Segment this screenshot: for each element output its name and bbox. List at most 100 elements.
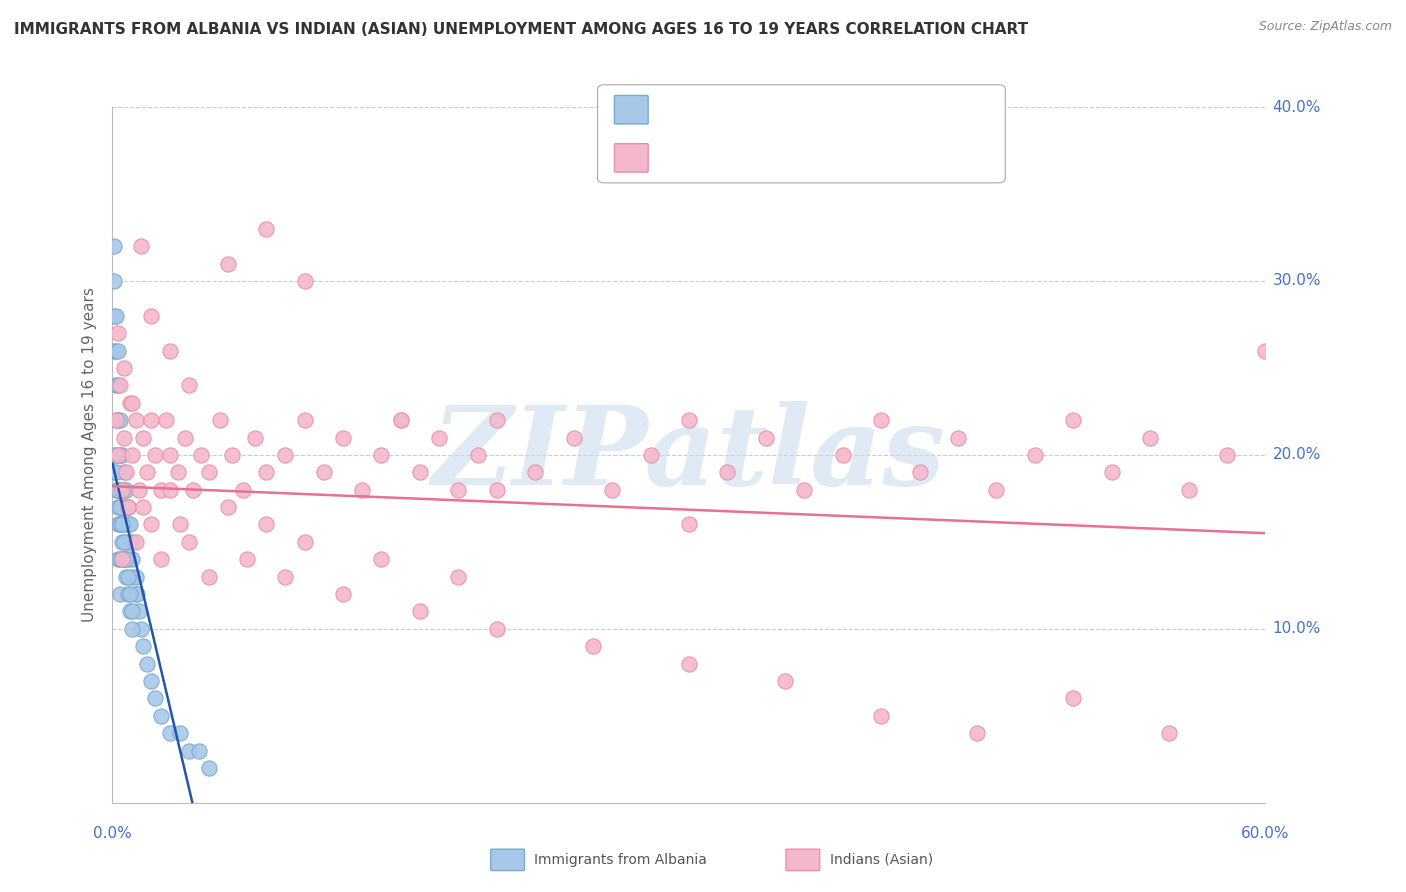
- Point: [640, 448, 662, 462]
- Point: [128, 483, 150, 497]
- Point: [389, 413, 412, 427]
- Point: [197, 570, 219, 584]
- Point: [179, 378, 201, 392]
- Point: [370, 448, 392, 462]
- Point: [485, 483, 508, 497]
- Point: [118, 605, 141, 619]
- Point: [111, 552, 134, 566]
- Point: [1062, 413, 1084, 427]
- Point: [197, 761, 219, 775]
- Point: [370, 552, 392, 566]
- Point: [143, 691, 166, 706]
- Point: [108, 517, 131, 532]
- Point: [136, 466, 159, 480]
- Point: [121, 448, 143, 462]
- Point: [966, 726, 988, 740]
- Point: [254, 466, 277, 480]
- Point: [332, 587, 354, 601]
- Point: [221, 448, 243, 462]
- Point: [108, 552, 131, 566]
- Point: [108, 500, 131, 514]
- Point: [409, 466, 432, 480]
- Point: [107, 517, 129, 532]
- Point: [1254, 343, 1277, 358]
- Point: [155, 413, 177, 427]
- Point: [121, 605, 143, 619]
- Point: [159, 343, 181, 358]
- Point: [117, 552, 139, 566]
- Point: [107, 483, 129, 497]
- Point: [108, 517, 131, 532]
- Point: [107, 500, 129, 514]
- Point: [294, 274, 316, 288]
- Point: [112, 534, 135, 549]
- Text: 60.0%: 60.0%: [1241, 827, 1289, 841]
- Point: [139, 674, 162, 689]
- Point: [187, 744, 211, 758]
- Text: R = -0.437   N =  80: R = -0.437 N = 80: [658, 103, 813, 117]
- Point: [427, 431, 450, 445]
- Point: [352, 483, 374, 497]
- Point: [254, 517, 277, 532]
- Point: [139, 413, 162, 427]
- Point: [117, 500, 139, 514]
- Point: [389, 413, 412, 427]
- Text: 10.0%: 10.0%: [1272, 622, 1320, 636]
- Point: [121, 534, 143, 549]
- Point: [132, 639, 155, 653]
- Point: [755, 431, 778, 445]
- Point: [112, 483, 135, 497]
- Point: [129, 622, 153, 636]
- Point: [118, 517, 141, 532]
- Point: [1139, 431, 1161, 445]
- Point: [169, 726, 191, 740]
- Point: [1159, 726, 1181, 740]
- Point: [105, 413, 128, 427]
- Point: [127, 587, 149, 601]
- Point: [117, 500, 139, 514]
- Point: [115, 570, 138, 584]
- Text: 20.0%: 20.0%: [1272, 448, 1320, 462]
- Point: [111, 500, 134, 514]
- Point: [103, 274, 125, 288]
- Point: [111, 517, 134, 532]
- Point: [121, 396, 143, 410]
- Point: [112, 431, 135, 445]
- Point: [793, 483, 815, 497]
- Point: [124, 587, 146, 601]
- Point: [143, 448, 166, 462]
- Point: [111, 552, 134, 566]
- Point: [232, 483, 254, 497]
- Point: [108, 413, 131, 427]
- Text: ZIPatlas: ZIPatlas: [432, 401, 946, 508]
- Point: [117, 587, 139, 601]
- Point: [174, 431, 197, 445]
- Point: [112, 517, 135, 532]
- Text: 40.0%: 40.0%: [1272, 100, 1320, 114]
- Point: [112, 466, 135, 480]
- Point: [1024, 448, 1046, 462]
- Point: [149, 708, 172, 723]
- Point: [159, 448, 181, 462]
- Point: [1216, 448, 1239, 462]
- Point: [217, 256, 239, 270]
- Point: [217, 500, 239, 514]
- Point: [117, 517, 139, 532]
- Point: [105, 343, 128, 358]
- Point: [447, 570, 470, 584]
- Point: [124, 570, 146, 584]
- Point: [169, 517, 191, 532]
- Point: [678, 517, 700, 532]
- Point: [485, 413, 508, 427]
- Point: [274, 570, 297, 584]
- Y-axis label: Unemployment Among Ages 16 to 19 years: Unemployment Among Ages 16 to 19 years: [82, 287, 97, 623]
- Point: [179, 744, 201, 758]
- Point: [582, 639, 605, 653]
- Point: [112, 360, 135, 375]
- Point: [190, 448, 212, 462]
- Point: [1062, 691, 1084, 706]
- Point: [1101, 466, 1123, 480]
- Point: [115, 534, 138, 549]
- Point: [124, 413, 146, 427]
- Point: [986, 483, 1008, 497]
